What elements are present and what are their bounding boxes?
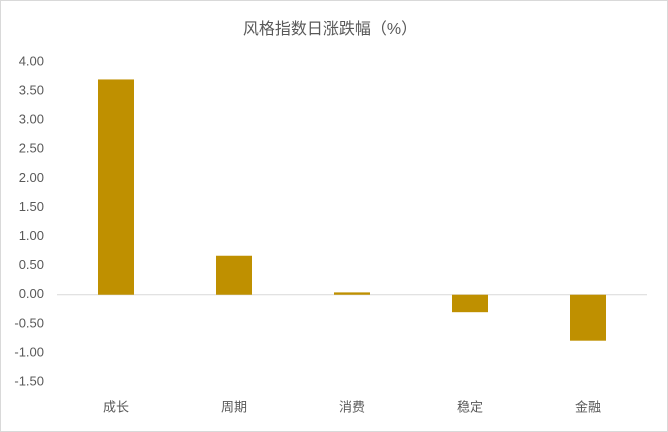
y-tick-label: 1.00 (19, 228, 44, 243)
y-tick-label: 3.00 (19, 112, 44, 127)
x-tick-label: 周期 (221, 399, 247, 414)
y-tick-label: -1.00 (14, 344, 44, 359)
y-tick-label: 2.00 (19, 170, 44, 185)
bar (570, 294, 606, 341)
y-tick-label: -1.50 (14, 373, 44, 388)
x-tick-label: 稳定 (457, 399, 483, 414)
y-tick-label: 1.50 (19, 199, 44, 214)
x-tick-label: 金融 (575, 399, 601, 414)
y-tick-label: 0.00 (19, 286, 44, 301)
x-tick-label: 成长 (103, 399, 129, 414)
bar (98, 79, 134, 295)
y-tick-label: -0.50 (14, 315, 44, 330)
y-tick-label: 2.50 (19, 141, 44, 156)
bar (452, 294, 488, 313)
bar (334, 292, 370, 295)
y-tick-label: 0.50 (19, 257, 44, 272)
y-tick-label: 3.50 (19, 83, 44, 98)
y-tick-label: 4.00 (19, 53, 44, 68)
bar (216, 255, 252, 295)
chart-title: 风格指数日涨跌幅（%） (243, 20, 417, 38)
x-tick-label: 消费 (339, 399, 365, 414)
